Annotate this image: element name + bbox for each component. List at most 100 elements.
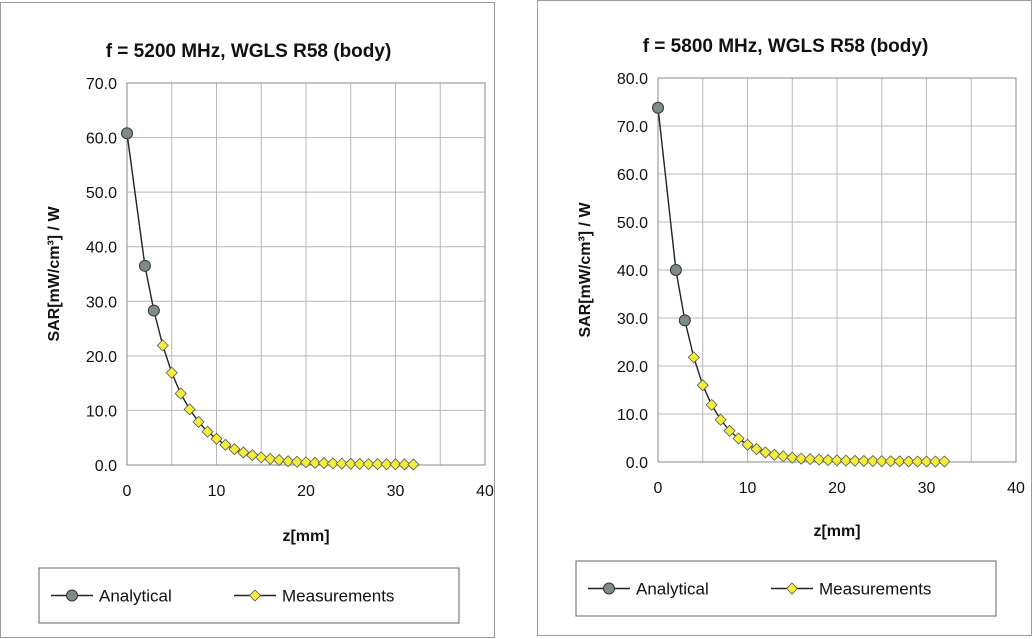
data-point-measurement: [389, 458, 402, 471]
data-point-measurement: [741, 438, 754, 451]
x-tick-label: 30: [918, 480, 936, 497]
data-point-measurement: [875, 455, 888, 468]
y-tick-label: 0.0: [95, 458, 117, 475]
data-point-analytical: [147, 304, 160, 317]
data-point-measurement: [723, 424, 736, 437]
data-point-measurement: [857, 454, 870, 468]
data-point-measurement: [813, 453, 826, 466]
data-point-measurement: [308, 456, 322, 469]
data-point-measurement: [282, 455, 295, 468]
data-point-analytical: [669, 264, 682, 276]
data-point-measurement: [183, 403, 196, 416]
x-tick-label: 20: [297, 483, 315, 500]
x-tick-label: 0: [654, 480, 663, 497]
y-tick-label: 20.0: [86, 349, 117, 366]
data-point-analytical: [652, 101, 664, 114]
x-tick-label: 20: [828, 480, 846, 497]
data-point-measurement: [326, 457, 339, 470]
legend-marker-analytical: [603, 582, 615, 595]
y-tick-label: 50.0: [86, 185, 117, 202]
x-axis-label: z[mm]: [282, 528, 329, 545]
data-point-measurement: [821, 454, 835, 467]
data-point-measurement: [362, 457, 375, 471]
data-point-measurement: [335, 457, 348, 470]
data-point-measurement: [893, 455, 906, 468]
data-point-measurement: [696, 379, 709, 392]
series-line: [126, 133, 414, 466]
chart-panel-5200mhz: f = 5200 MHz, WGLS R58 (body) 0.0 10.0 20.0…: [0, 2, 495, 638]
data-point-measurement: [795, 452, 808, 465]
data-point-measurement: [866, 454, 879, 468]
y-tick-label: 50.0: [617, 215, 648, 232]
legend-marker-analytical: [66, 589, 78, 602]
legend-label: Measurements: [282, 587, 394, 606]
x-tick-label: 30: [387, 483, 405, 500]
y-tick-label: 10.0: [617, 407, 648, 424]
y-tick-label: 30.0: [617, 311, 648, 328]
data-point-measurement: [380, 458, 393, 471]
data-point-measurement: [786, 451, 799, 464]
data-point-measurement: [848, 454, 861, 467]
data-point-measurement: [884, 455, 897, 468]
y-tick-label: 40.0: [617, 263, 648, 280]
x-tick-label: 40: [1007, 480, 1025, 497]
data-point-measurement: [371, 458, 384, 471]
legend-label: Analytical: [99, 587, 172, 606]
y-tick-label: 30.0: [86, 294, 117, 311]
y-tick-label: 10.0: [86, 403, 117, 420]
y-tick-label: 60.0: [86, 131, 117, 148]
data-point-measurement: [768, 448, 781, 461]
legend-marker-measurements: [785, 582, 799, 595]
y-tick-label: 40.0: [86, 240, 117, 257]
data-point-measurement: [210, 432, 223, 445]
data-point-measurement: [407, 458, 420, 471]
data-point-measurement: [290, 455, 304, 468]
data-point-measurement: [353, 457, 366, 470]
y-tick-label: 70.0: [617, 119, 648, 136]
data-point-measurement: [714, 413, 727, 426]
data-point-measurement: [246, 449, 259, 462]
chart-5200mhz: f = 5200 MHz, WGLS R58 (body) 0.0 10.0 20.0…: [38, 41, 494, 624]
data-point-measurement: [317, 457, 330, 470]
data-point-measurement: [830, 454, 844, 467]
data-point-analytical: [678, 314, 691, 327]
y-tick-label: 60.0: [617, 167, 648, 184]
data-point-measurement: [759, 446, 772, 459]
y-axis-label: SAR[mW/cm³] / W: [577, 202, 594, 338]
data-point-measurement: [938, 455, 951, 468]
x-tick-label: 10: [208, 483, 226, 500]
data-point-measurement: [732, 432, 745, 445]
series-measurements: [156, 339, 420, 471]
data-point-measurement: [192, 415, 205, 428]
data-point-measurement: [344, 457, 357, 470]
data-point-measurement: [219, 438, 232, 451]
data-point-measurement: [398, 458, 411, 471]
data-point-measurement: [777, 450, 790, 463]
x-tick-label: 0: [123, 483, 132, 500]
chart-title: f = 5200 MHz, WGLS R58 (body): [106, 41, 392, 62]
data-point-measurement: [174, 387, 187, 400]
series-measurements: [687, 351, 951, 468]
y-tick-label: 20.0: [617, 359, 648, 376]
data-point-measurement: [839, 454, 853, 467]
data-point-measurement: [911, 455, 924, 468]
data-point-measurement: [299, 456, 313, 469]
data-point-measurement: [255, 451, 268, 464]
data-point-measurement: [920, 455, 933, 468]
data-point-measurement: [273, 454, 286, 467]
chart-title: f = 5800 MHz, WGLS R58 (body): [643, 36, 929, 57]
data-point-measurement: [228, 443, 241, 456]
y-tick-label: 80.0: [617, 71, 648, 88]
data-point-measurement: [705, 398, 718, 411]
data-point-measurement: [156, 339, 169, 352]
data-point-analytical: [138, 259, 151, 272]
data-point-measurement: [804, 453, 817, 466]
data-point-measurement: [902, 455, 915, 468]
x-axis-label: z[mm]: [813, 523, 860, 540]
series-line: [657, 107, 945, 463]
y-tick-label: 0.0: [626, 455, 648, 472]
y-tick-label: 70.0: [86, 76, 117, 93]
chart-5800mhz: f = 5800 MHz, WGLS R58 (body) 0.0 10.0 20.0…: [575, 36, 1025, 617]
x-tick-label: 40: [476, 483, 494, 500]
legend-label: Measurements: [819, 580, 931, 599]
